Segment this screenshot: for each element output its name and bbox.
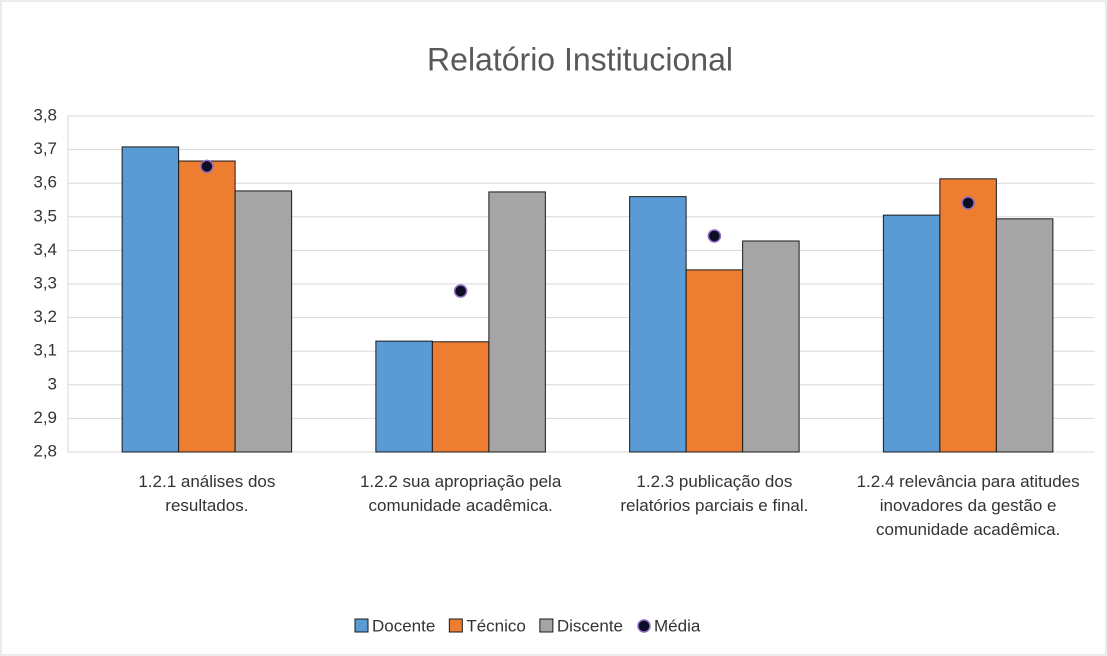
legend-label: Média [654, 616, 701, 635]
x-tick-label: 1.2.1 análises dos resultados. [138, 472, 276, 515]
legend-swatch [354, 618, 369, 633]
y-tick-label: 2,8 [33, 441, 57, 460]
mean-point [453, 284, 468, 298]
bar [939, 178, 997, 453]
y-tick-label: 3,8 [33, 105, 57, 124]
bar [882, 214, 941, 453]
bar [234, 190, 293, 453]
y-tick-label: 3 [48, 374, 57, 393]
x-tick-label: 1.2.4 relevância para atitudes inovadore… [856, 472, 1080, 539]
bar [488, 191, 546, 453]
bar [375, 340, 433, 453]
legend-label: Técnico [466, 616, 526, 635]
legend-swatch [448, 618, 463, 633]
y-tick-label: 3,3 [33, 273, 57, 292]
mean-point [961, 196, 975, 210]
x-tick-label: 1.2.3 publicação dos relatórios parciais… [620, 472, 809, 515]
y-tick-label: 3,4 [33, 240, 57, 259]
bar [178, 160, 236, 453]
y-tick-label: 3,6 [33, 173, 57, 192]
bar [742, 240, 800, 453]
y-tick-label: 3,1 [33, 341, 57, 360]
bar [121, 146, 180, 453]
bar [685, 269, 744, 453]
mean-point [707, 229, 722, 243]
legend-swatch [539, 618, 554, 633]
bar [995, 218, 1054, 453]
y-tick-label: 3,5 [33, 206, 57, 225]
y-tick-label: 3,2 [33, 307, 57, 326]
y-tick-label: 2,9 [33, 408, 57, 427]
legend-marker [637, 619, 651, 633]
x-tick-label: 1.2.2 sua apropriação pela comunidade ac… [359, 472, 562, 515]
bar [431, 341, 490, 453]
chart-title: Relatório Institucional [427, 41, 733, 77]
legend-label: Docente [372, 616, 435, 635]
bar [629, 196, 687, 453]
legend-label: Discente [557, 616, 623, 635]
y-tick-label: 3,7 [33, 139, 57, 158]
mean-point [200, 159, 214, 174]
